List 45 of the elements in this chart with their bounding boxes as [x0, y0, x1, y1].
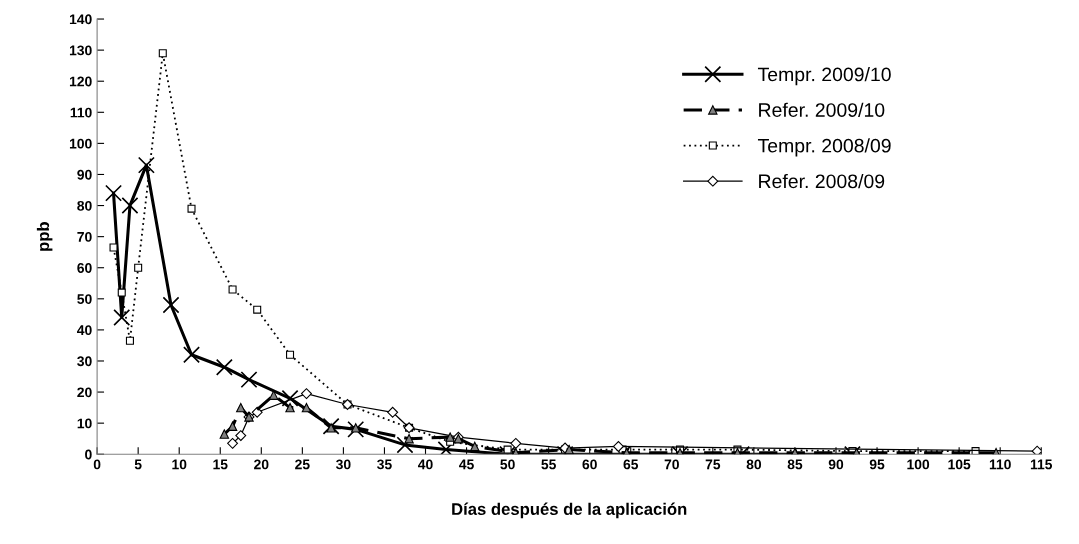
- y-tick-label: 80: [77, 200, 92, 211]
- x-tick-label: 70: [664, 459, 679, 470]
- x-tick-label: 55: [541, 459, 556, 470]
- y-tick-label: 70: [77, 231, 92, 242]
- x-tick-label: 20: [254, 459, 269, 470]
- legend-label: Tempr. 2008/09: [757, 138, 891, 157]
- y-tick-label: 100: [69, 138, 92, 149]
- x-tick-label: 40: [417, 459, 433, 470]
- x-tick-label: 110: [989, 459, 1011, 470]
- x-tick-label: 45: [459, 459, 474, 470]
- x-tick-label: 80: [746, 459, 762, 470]
- legend-label: Refer. 2008/09: [759, 173, 885, 189]
- y-tick-label: 0: [85, 449, 92, 460]
- y-tick-label: 110: [70, 107, 92, 118]
- x-tick-label: 90: [828, 459, 844, 470]
- x-tick-label: 30: [336, 459, 351, 470]
- y-tick-label: 60: [77, 263, 92, 273]
- x-tick-label: 0: [93, 459, 101, 470]
- y-tick-label: 30: [77, 356, 92, 367]
- y-axis-title: ppb: [36, 222, 53, 251]
- x-tick-label: 100: [907, 459, 930, 470]
- y-tick-label: 40: [77, 325, 92, 336]
- x-tick-label: 10: [172, 459, 187, 470]
- x-tick-label: 75: [705, 459, 721, 470]
- x-axis-title: Días después de la aplicación: [452, 502, 687, 519]
- x-tick-label: 25: [295, 459, 310, 470]
- legend-label: Refer. 2009/10: [759, 102, 885, 117]
- x-tick-label: 105: [948, 459, 971, 470]
- x-tick-label: 15: [213, 459, 228, 470]
- x-tick-label: 35: [377, 459, 392, 470]
- x-tick-label: 115: [1030, 459, 1053, 470]
- x-tick-label: 85: [787, 459, 803, 470]
- x-tick-label: 95: [869, 459, 885, 470]
- legend-label: Tempr. 2009/10: [757, 67, 891, 86]
- y-tick-label: 140: [69, 14, 92, 25]
- y-tick-label: 20: [77, 387, 92, 398]
- y-tick-label: 90: [77, 169, 92, 180]
- y-tick-label: 10: [77, 418, 92, 429]
- x-tick-label: 65: [623, 459, 639, 470]
- y-tick-label: 50: [77, 294, 92, 304]
- y-tick-label: 120: [69, 76, 92, 87]
- y-tick-label: 130: [69, 45, 92, 56]
- x-tick-label: 60: [582, 459, 597, 470]
- x-tick-label: 50: [500, 459, 515, 470]
- x-tick-label: 5: [134, 459, 142, 470]
